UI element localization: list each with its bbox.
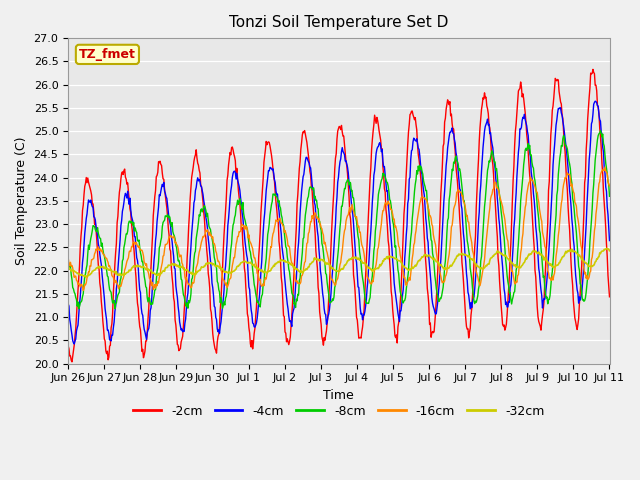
Y-axis label: Soil Temperature (C): Soil Temperature (C) [15,137,28,265]
Text: TZ_fmet: TZ_fmet [79,48,136,61]
Title: Tonzi Soil Temperature Set D: Tonzi Soil Temperature Set D [229,15,449,30]
Legend: -2cm, -4cm, -8cm, -16cm, -32cm: -2cm, -4cm, -8cm, -16cm, -32cm [129,400,549,422]
X-axis label: Time: Time [323,389,354,402]
